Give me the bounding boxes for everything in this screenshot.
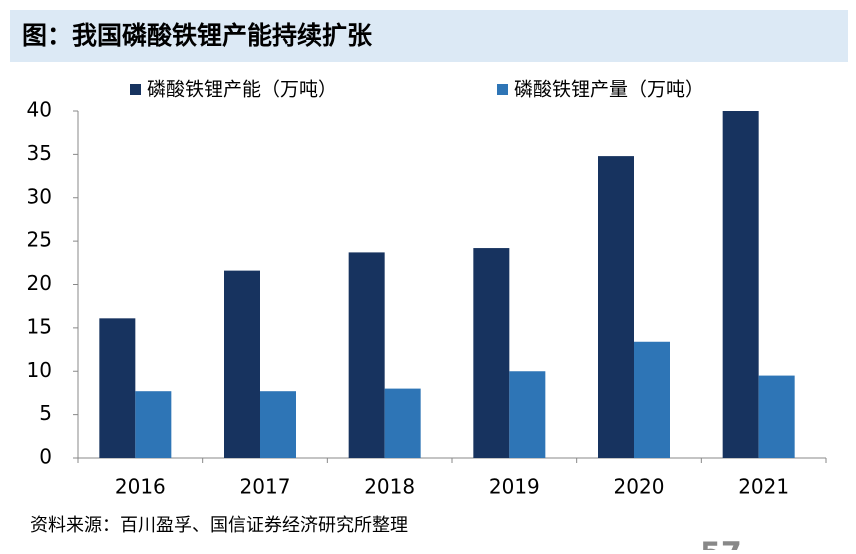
bar (260, 391, 296, 458)
bar (224, 270, 260, 458)
y-tick-label: 15 (27, 314, 52, 338)
page-number: 57 (700, 537, 742, 551)
x-tick-label: 2018 (364, 475, 415, 499)
x-tick-label: 2017 (240, 475, 291, 499)
y-tick-label: 30 (27, 184, 52, 208)
y-tick-label: 35 (27, 141, 52, 165)
bar (473, 248, 510, 458)
y-tick-label: 0 (39, 445, 52, 469)
bar (722, 111, 759, 458)
bar (598, 156, 634, 459)
bar (348, 252, 385, 458)
y-tick-label: 10 (27, 358, 52, 382)
chart-title: 图：我国磷酸铁锂产能持续扩张 (22, 21, 373, 50)
y-tick-label: 25 (27, 228, 52, 252)
bar (135, 391, 172, 458)
bar (99, 318, 136, 458)
legend-swatch (130, 84, 141, 95)
title-bar (10, 10, 848, 62)
y-tick-label: 20 (27, 271, 52, 295)
bar (509, 371, 546, 458)
bar (634, 341, 670, 458)
y-tick-label: 40 (27, 98, 52, 122)
legend-swatch (497, 84, 508, 95)
x-tick-label: 2020 (614, 475, 665, 499)
x-tick-label: 2021 (738, 475, 789, 499)
legend-label: 磷酸铁锂产能（万吨） (147, 79, 337, 101)
bar (384, 388, 421, 458)
source: 资料来源：百川盈孚、国信证券经济研究所整理 (30, 515, 408, 536)
legend-label: 磷酸铁锂产量（万吨） (514, 79, 704, 101)
y-tick-label: 5 (39, 401, 52, 425)
bar (758, 375, 795, 458)
x-tick-label: 2019 (489, 475, 540, 499)
x-tick-label: 2016 (115, 475, 166, 499)
